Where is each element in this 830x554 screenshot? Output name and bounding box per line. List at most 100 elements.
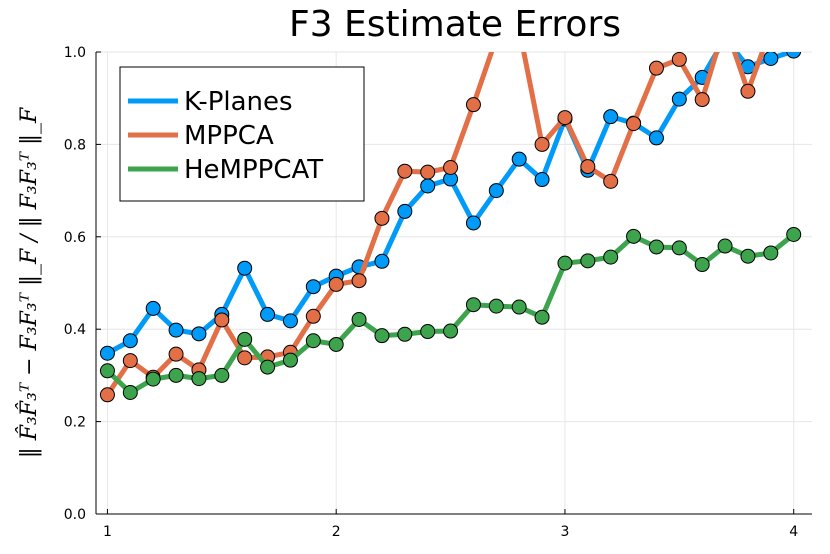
- data-point-mppca: [764, 22, 778, 36]
- data-point-mppca: [214, 312, 230, 328]
- plot-frame: [95, 52, 812, 515]
- series-line-hemppcat: [105, 232, 796, 395]
- data-point-mppca: [99, 387, 115, 403]
- data-point-mppca: [420, 164, 436, 180]
- y-tick-label: 0.6: [64, 230, 86, 246]
- data-point-hemppcat: [420, 324, 436, 340]
- data-point-mppca: [443, 160, 459, 175]
- data-point-hemppcat: [328, 336, 344, 352]
- data-point-hemppcat: [305, 333, 321, 349]
- data-point-hemppcat: [351, 311, 367, 327]
- data-point-k-planes: [488, 183, 504, 199]
- data-point-k-planes: [99, 345, 115, 361]
- data-point-mppca: [374, 210, 390, 226]
- data-point-hemppcat: [465, 297, 481, 313]
- data-point-k-planes: [122, 333, 138, 349]
- y-tick-label: 0.8: [64, 137, 86, 153]
- data-point-hemppcat: [626, 228, 642, 244]
- legend-label-k-planes: K-Planes: [184, 87, 293, 117]
- x-axis: 1 2 3 4: [103, 509, 798, 540]
- data-point-k-planes: [168, 322, 184, 338]
- data-point-hemppcat: [168, 367, 184, 383]
- data-point-hemppcat: [237, 331, 253, 347]
- data-point-k-planes: [282, 313, 298, 329]
- data-point-hemppcat: [786, 226, 802, 242]
- data-point-k-planes: [786, 52, 802, 59]
- data-point-k-planes: [671, 91, 687, 107]
- data-point-k-planes: [648, 130, 664, 146]
- y-tick-label: 0.2: [64, 415, 86, 431]
- data-point-mppca: [465, 97, 481, 113]
- data-point-k-planes: [191, 326, 207, 342]
- data-point-k-planes: [260, 306, 276, 322]
- data-point-k-planes: [420, 178, 436, 194]
- data-point-k-planes: [237, 260, 253, 276]
- y-tick-label: 0.4: [64, 322, 86, 338]
- data-point-hemppcat: [694, 257, 710, 273]
- data-point-hemppcat: [191, 371, 207, 387]
- data-point-hemppcat: [488, 298, 504, 314]
- data-point-hemppcat: [603, 249, 619, 265]
- data-point-mppca: [718, 17, 732, 31]
- legend-label-mppca: MPPCA: [184, 121, 274, 151]
- data-point-hemppcat: [374, 328, 390, 344]
- data-point-mppca: [305, 308, 321, 324]
- x-tick-label: 3: [560, 524, 569, 540]
- data-point-k-planes: [763, 52, 779, 66]
- series-layer: [99, 17, 802, 403]
- data-point-mppca: [740, 83, 756, 99]
- data-point-mppca: [648, 60, 664, 76]
- data-point-k-planes: [534, 172, 550, 188]
- data-point-mppca: [534, 136, 550, 152]
- y-tick-label: 1.0: [64, 45, 86, 61]
- data-point-hemppcat: [534, 309, 550, 325]
- x-tick-label: 1: [103, 524, 112, 540]
- chart-title: F3 Estimate Errors: [289, 4, 621, 45]
- data-point-mppca: [787, 22, 801, 36]
- data-point-k-planes: [511, 151, 527, 167]
- data-point-mppca: [237, 350, 253, 366]
- data-point-hemppcat: [580, 253, 596, 269]
- data-point-hemppcat: [717, 238, 733, 254]
- data-point-hemppcat: [648, 239, 664, 255]
- data-point-hemppcat: [397, 326, 413, 342]
- data-point-k-planes: [465, 215, 481, 231]
- data-point-hemppcat: [740, 248, 756, 264]
- x-tick-label: 4: [789, 524, 798, 540]
- data-point-k-planes: [145, 300, 161, 316]
- y-tick-label: 0.0: [64, 507, 86, 523]
- data-point-hemppcat: [763, 245, 779, 261]
- legend-label-hemppcat: HeMPPCAT: [184, 155, 323, 185]
- data-point-hemppcat: [260, 359, 276, 375]
- data-point-mppca: [626, 116, 642, 132]
- data-point-k-planes: [305, 279, 321, 295]
- data-point-mppca: [671, 52, 687, 67]
- data-point-k-planes: [397, 203, 413, 219]
- data-point-mppca: [122, 353, 138, 369]
- data-point-hemppcat: [214, 367, 230, 383]
- series-hemppcat: [99, 226, 802, 400]
- y-axis: 0.0 0.2 0.4 0.6 0.8 1.0: [64, 45, 101, 523]
- data-point-mppca: [694, 92, 710, 108]
- data-point-hemppcat: [671, 240, 687, 256]
- y-axis-label: ‖ F̂₃F̂₃ᵀ − F₃F₃ᵀ ‖_F / ‖ F₃F₃ᵀ ‖_F: [16, 107, 42, 458]
- data-point-k-planes: [374, 253, 390, 269]
- legend: K-Planes MPPCA HeMPPCAT: [119, 66, 365, 202]
- data-point-mppca: [397, 163, 413, 179]
- data-point-hemppcat: [511, 299, 527, 315]
- data-point-mppca: [557, 110, 573, 126]
- data-point-mppca: [580, 159, 596, 175]
- data-point-mppca: [168, 346, 184, 362]
- data-point-k-planes: [718, 31, 732, 45]
- data-point-mppca: [603, 173, 619, 189]
- data-point-hemppcat: [443, 323, 459, 339]
- x-tick-label: 2: [332, 524, 341, 540]
- data-point-hemppcat: [99, 363, 115, 379]
- data-point-hemppcat: [145, 371, 161, 387]
- data-point-hemppcat: [282, 352, 298, 368]
- data-point-hemppcat: [557, 255, 573, 271]
- data-point-mppca: [328, 276, 344, 292]
- data-point-mppca: [351, 273, 367, 289]
- data-point-hemppcat: [122, 384, 138, 400]
